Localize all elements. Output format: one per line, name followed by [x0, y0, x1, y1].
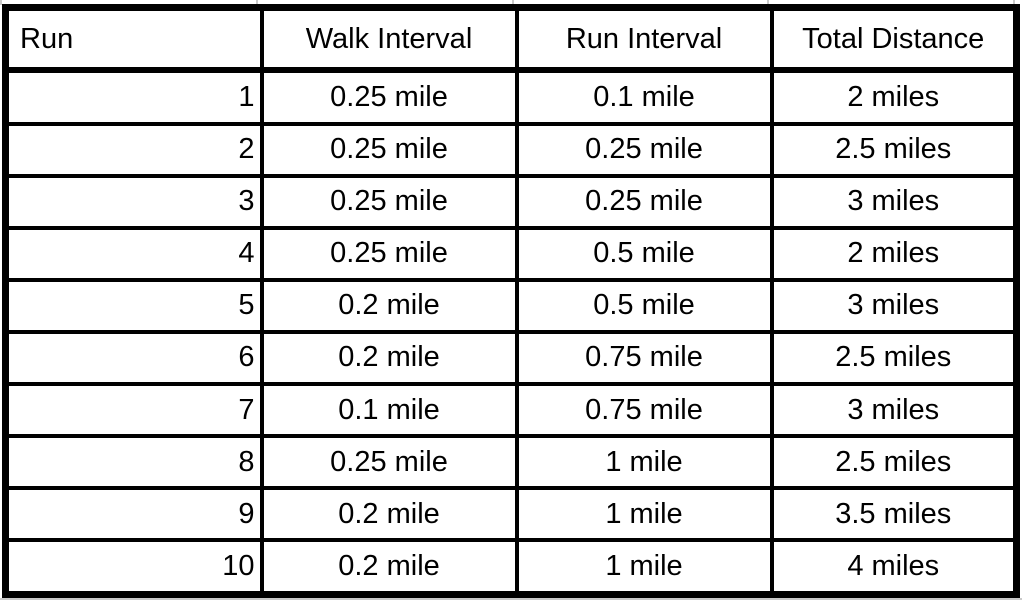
cell-run-interval[interactable]: 0.75 mile	[514, 329, 774, 386]
table-header: Run Walk Interval Run Interval Total Dis…	[3, 5, 1019, 73]
cell-run-interval[interactable]: 0.5 mile	[514, 277, 774, 334]
cell-total-distance[interactable]: 3.5 miles	[769, 486, 1019, 543]
cell-walk-interval[interactable]: 0.25 mile	[259, 434, 519, 491]
cell-walk-interval[interactable]: 0.2 mile	[259, 486, 519, 543]
cell-run[interactable]: 10	[3, 538, 264, 597]
cell-run-interval[interactable]: 0.1 mile	[514, 68, 774, 126]
column-header-total-distance[interactable]: Total Distance	[769, 5, 1019, 73]
cell-run[interactable]: 3	[3, 173, 264, 230]
gridline-stub	[0, 0, 2, 5]
cell-run[interactable]: 7	[3, 381, 264, 439]
cell-total-distance[interactable]: 2.5 miles	[769, 329, 1019, 386]
cell-run-interval[interactable]: 0.5 mile	[514, 225, 774, 282]
table-row: 3 0.25 mile 0.25 mile 3 miles	[3, 173, 1019, 230]
cell-run-interval[interactable]: 1 mile	[514, 434, 774, 491]
cell-run[interactable]: 4	[3, 225, 264, 282]
table-row: 1 0.25 mile 0.1 mile 2 miles	[3, 68, 1019, 126]
gridline-stub	[512, 0, 514, 5]
cell-total-distance[interactable]: 2.5 miles	[769, 434, 1019, 491]
cell-run[interactable]: 5	[3, 277, 264, 334]
table-row: 8 0.25 mile 1 mile 2.5 miles	[3, 434, 1019, 491]
run-log-table: Run Walk Interval Run Interval Total Dis…	[2, 4, 1020, 598]
cell-total-distance[interactable]: 2 miles	[769, 68, 1019, 126]
cell-total-distance[interactable]: 3 miles	[769, 173, 1019, 230]
cell-walk-interval[interactable]: 0.25 mile	[259, 121, 519, 178]
cell-total-distance[interactable]: 2.5 miles	[769, 121, 1019, 178]
cell-walk-interval[interactable]: 0.2 mile	[259, 277, 519, 334]
gridline-stub	[256, 0, 258, 5]
table-row: 9 0.2 mile 1 mile 3.5 miles	[3, 486, 1019, 543]
cell-run-interval[interactable]: 0.75 mile	[514, 381, 774, 439]
cell-total-distance[interactable]: 3 miles	[769, 381, 1019, 439]
cell-run[interactable]: 9	[3, 486, 264, 543]
table-row: 4 0.25 mile 0.5 mile 2 miles	[3, 225, 1019, 282]
gridline-stub	[767, 0, 769, 5]
table-row: 10 0.2 mile 1 mile 4 miles	[3, 538, 1019, 597]
gridline-stub	[1013, 0, 1015, 5]
cell-run-interval[interactable]: 0.25 mile	[514, 121, 774, 178]
cell-total-distance[interactable]: 2 miles	[769, 225, 1019, 282]
cell-run-interval[interactable]: 1 mile	[514, 486, 774, 543]
column-header-run[interactable]: Run	[3, 5, 264, 73]
cell-run[interactable]: 6	[3, 329, 264, 386]
column-header-run-interval[interactable]: Run Interval	[514, 5, 774, 73]
cell-run[interactable]: 2	[3, 121, 264, 178]
table-row: 7 0.1 mile 0.75 mile 3 miles	[3, 381, 1019, 439]
cell-walk-interval[interactable]: 0.25 mile	[259, 173, 519, 230]
cell-walk-interval[interactable]: 0.2 mile	[259, 538, 519, 597]
header-row: Run Walk Interval Run Interval Total Dis…	[3, 5, 1019, 73]
cell-total-distance[interactable]: 3 miles	[769, 277, 1019, 334]
cell-walk-interval[interactable]: 0.1 mile	[259, 381, 519, 439]
cell-run-interval[interactable]: 0.25 mile	[514, 173, 774, 230]
cell-walk-interval[interactable]: 0.25 mile	[259, 68, 519, 126]
cell-run[interactable]: 1	[3, 68, 264, 126]
cell-run-interval[interactable]: 1 mile	[514, 538, 774, 597]
table-row: 6 0.2 mile 0.75 mile 2.5 miles	[3, 329, 1019, 386]
cell-total-distance[interactable]: 4 miles	[769, 538, 1019, 597]
column-header-walk-interval[interactable]: Walk Interval	[259, 5, 519, 73]
cell-walk-interval[interactable]: 0.2 mile	[259, 329, 519, 386]
gridline-stub	[0, 598, 1022, 600]
cell-walk-interval[interactable]: 0.25 mile	[259, 225, 519, 282]
table-row: 2 0.25 mile 0.25 mile 2.5 miles	[3, 121, 1019, 178]
table-body: 1 0.25 mile 0.1 mile 2 miles 2 0.25 mile 0.25 …	[3, 68, 1019, 597]
cell-run[interactable]: 8	[3, 434, 264, 491]
table-row: 5 0.2 mile 0.5 mile 3 miles	[3, 277, 1019, 334]
